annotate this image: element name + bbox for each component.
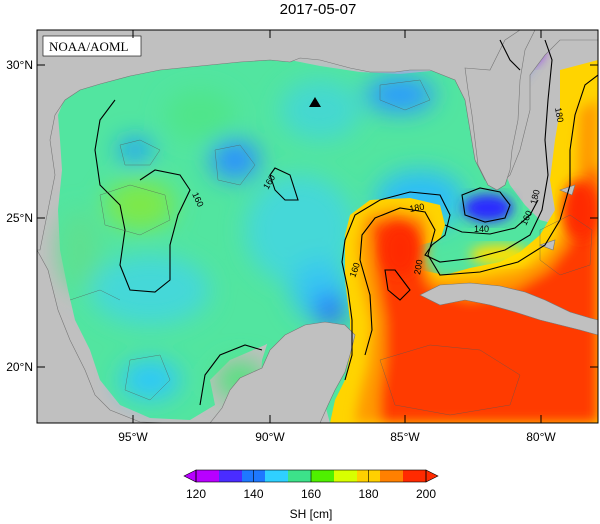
colorbar-tick-label: 160 xyxy=(301,487,321,501)
colorbar-tick-label: 120 xyxy=(186,487,206,501)
colorbar-max-arrow xyxy=(425,469,439,483)
latitude-labels: 30°N 25°N 20°N xyxy=(6,58,33,374)
colorbar-tick-label: 180 xyxy=(358,487,378,501)
lon-label: 80°W xyxy=(526,430,556,444)
colorbar-cell xyxy=(311,470,335,482)
colorbar-tick-label: 200 xyxy=(416,487,436,501)
florida-low xyxy=(463,194,513,222)
colorbar-min-arrow xyxy=(183,469,197,483)
colorbar: 120 140 160 180 200 SH [cm] xyxy=(183,469,439,521)
contour-label: 140 xyxy=(474,224,489,234)
lat-label: 20°N xyxy=(6,360,33,374)
credit-box: NOAA/AOML xyxy=(42,35,142,57)
colorbar-label: SH [cm] xyxy=(290,507,333,521)
contour-label: 160 xyxy=(347,261,362,279)
lon-label: 90°W xyxy=(255,430,285,444)
colorbar-cell xyxy=(334,470,358,482)
map-area: 160 160 160 180 180 200 140 160 180 xyxy=(37,30,598,423)
minor-contours xyxy=(69,79,593,416)
lat-label: 30°N xyxy=(6,58,33,72)
colorbar-cell xyxy=(265,470,289,482)
contour-label: 180 xyxy=(553,107,565,124)
colorbar-tick-label: 140 xyxy=(243,487,263,501)
contour-label: 200 xyxy=(412,259,424,276)
colorbar-cell xyxy=(403,470,427,482)
contour-label: 180 xyxy=(528,188,542,205)
colorbar-cell xyxy=(196,470,220,482)
map-title: 2017-05-07 xyxy=(280,1,357,18)
contour-lines xyxy=(94,39,598,406)
triangle-marker-icon xyxy=(309,97,321,107)
colorbar-cell xyxy=(288,470,312,482)
land-masses xyxy=(37,30,598,423)
colorbar-cell xyxy=(219,470,243,482)
axis-ticks xyxy=(37,30,598,423)
lon-label: 85°W xyxy=(390,430,420,444)
warm-water xyxy=(330,60,598,423)
map-frame xyxy=(36,29,599,424)
longitude-labels: 95°W 90°W 85°W 80°W xyxy=(118,430,556,444)
lat-label: 25°N xyxy=(6,211,33,225)
colorbar-cell xyxy=(380,470,404,482)
lon-label: 95°W xyxy=(118,430,148,444)
contour-label: 180 xyxy=(409,202,426,214)
credit-text: NOAA/AOML xyxy=(49,39,129,54)
